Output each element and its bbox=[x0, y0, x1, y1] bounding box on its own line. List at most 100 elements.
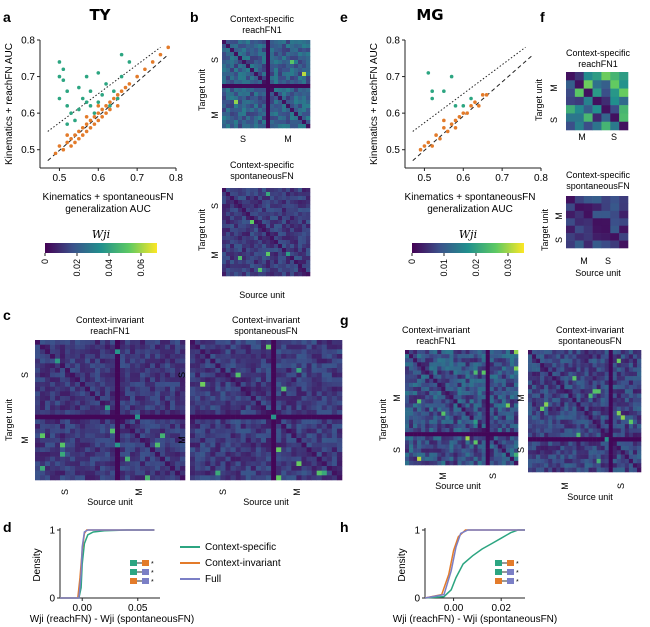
heatmap-cell bbox=[60, 461, 66, 467]
heatmap-cell bbox=[270, 272, 275, 277]
heatmap-cell bbox=[302, 260, 307, 265]
heatmap-cell bbox=[35, 354, 41, 359]
heatmap-cell bbox=[105, 452, 111, 457]
heatmap-cell bbox=[246, 40, 251, 45]
heatmap-cell bbox=[250, 391, 257, 397]
heatmap-cell bbox=[150, 354, 156, 359]
heatmap-cell bbox=[281, 442, 287, 448]
heatmap-cell bbox=[321, 358, 328, 364]
heatmap-cell bbox=[55, 442, 61, 448]
heatmap-cell bbox=[274, 124, 279, 129]
heatmap-cell bbox=[282, 196, 287, 201]
heatmap-cell bbox=[600, 358, 605, 364]
heatmap-cell bbox=[274, 84, 279, 89]
heatmap-cell bbox=[296, 368, 302, 373]
heatmap-cell bbox=[298, 192, 303, 197]
heatmap-cell bbox=[80, 400, 86, 406]
heatmap-cell bbox=[608, 406, 614, 412]
heatmap-cell bbox=[286, 80, 291, 85]
heatmap-cell bbox=[70, 391, 76, 397]
heatmap-cell bbox=[222, 256, 227, 261]
heatmap-cell bbox=[592, 371, 597, 377]
heatmap-cell bbox=[110, 358, 116, 364]
heatmap-cell bbox=[125, 438, 131, 443]
x-tick-label: 0.00 bbox=[72, 603, 92, 614]
heatmap-cell bbox=[421, 391, 426, 396]
heatmap-cell bbox=[75, 424, 81, 429]
heatmap-cell bbox=[326, 354, 333, 359]
heatmap-cell bbox=[600, 367, 605, 373]
heatmap-cell bbox=[271, 372, 277, 378]
heatmap-cell bbox=[453, 399, 458, 404]
heatmap-cell bbox=[226, 228, 231, 233]
heatmap-cell bbox=[278, 124, 283, 129]
heatmap-cell bbox=[513, 436, 519, 441]
heatmap-cell bbox=[620, 428, 626, 434]
heatmap-cell bbox=[160, 461, 166, 467]
heatmap-cell bbox=[588, 406, 593, 412]
scatter-point-green bbox=[77, 107, 81, 112]
heatmap-cell bbox=[425, 411, 430, 417]
heatmap-cell bbox=[528, 393, 533, 399]
heatmap-cell bbox=[278, 208, 283, 213]
heatmap-cell bbox=[632, 350, 638, 355]
heatmap-cell bbox=[242, 232, 247, 237]
heatmap-cell bbox=[477, 386, 482, 392]
heatmap-cell bbox=[238, 216, 243, 221]
heatmap-cell bbox=[429, 448, 434, 453]
heatmap-cell bbox=[135, 410, 141, 415]
heatmap-cell bbox=[70, 368, 76, 373]
heatmap-cell bbox=[493, 436, 499, 441]
heatmap-cell bbox=[286, 396, 292, 401]
heatmap-cell bbox=[274, 76, 279, 81]
heatmap-b-bottom-title-2: spontaneousFN bbox=[230, 171, 294, 181]
heatmap-cell bbox=[481, 362, 487, 367]
heatmap-cell bbox=[175, 433, 181, 439]
heatmap-cell bbox=[298, 108, 303, 113]
heatmap-cell bbox=[413, 415, 418, 421]
heatmap-cell bbox=[55, 414, 61, 420]
heatmap-cell bbox=[616, 445, 622, 451]
heatmap-cell bbox=[140, 442, 146, 448]
heatmap-cell bbox=[306, 438, 312, 443]
heatmap-cell bbox=[636, 354, 642, 360]
heatmap-cell bbox=[271, 386, 277, 392]
heatmap-cell bbox=[628, 432, 634, 438]
scatter-point-orange bbox=[143, 67, 147, 72]
heatmap-cell bbox=[245, 377, 252, 383]
heatmap-cell bbox=[616, 415, 622, 421]
heatmap-cell bbox=[302, 124, 307, 129]
heatmap-cell bbox=[473, 378, 478, 384]
heatmap-cell bbox=[125, 372, 131, 378]
heatmap-cell bbox=[465, 456, 470, 462]
heatmap-cell bbox=[592, 350, 597, 355]
heatmap-cell bbox=[513, 403, 519, 408]
heatmap-cell bbox=[421, 444, 426, 449]
heatmap-cell bbox=[250, 88, 255, 93]
heatmap-cell bbox=[120, 400, 126, 406]
heatmap-cell bbox=[140, 377, 146, 383]
heatmap-cell bbox=[170, 396, 176, 401]
heatmap-cell bbox=[230, 52, 235, 57]
heatmap-cell bbox=[485, 407, 491, 412]
heatmap-cell bbox=[274, 96, 279, 101]
heatmap-cell bbox=[505, 374, 511, 380]
heatmap-cell bbox=[425, 370, 430, 375]
heatmap-cell bbox=[548, 358, 553, 364]
heatmap-cell bbox=[294, 220, 299, 225]
heatmap-cell bbox=[105, 466, 111, 471]
heatmap-cell bbox=[165, 456, 171, 462]
heatmap-cell bbox=[246, 212, 251, 217]
heatmap-cell bbox=[225, 354, 231, 359]
heatmap-cell bbox=[262, 112, 267, 117]
heatmap-cell bbox=[560, 354, 565, 360]
heatmap-cell bbox=[405, 378, 410, 384]
heatmap-cell bbox=[258, 204, 263, 209]
heatmap-cell bbox=[50, 428, 56, 434]
heatmap-cell bbox=[238, 268, 243, 273]
heatmap-cell bbox=[286, 470, 292, 476]
heatmap-cell bbox=[532, 402, 537, 407]
heatmap-cell bbox=[548, 419, 553, 425]
heatmap-cell bbox=[425, 415, 430, 421]
heatmap-cell bbox=[140, 372, 146, 378]
